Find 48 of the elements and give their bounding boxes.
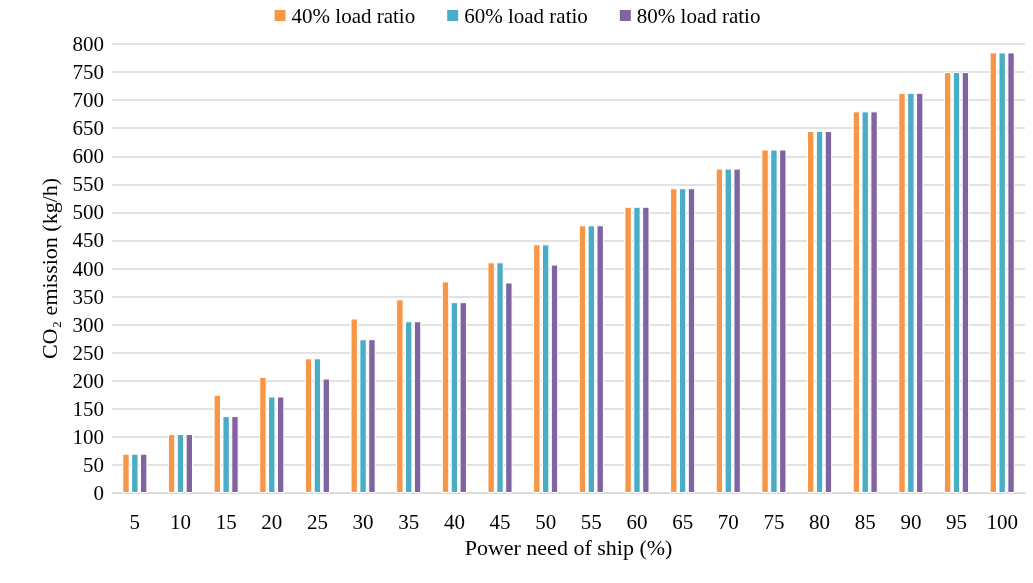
y-tick-label: 800 <box>72 32 104 56</box>
x-tick-label: 40 <box>443 509 465 534</box>
x-tick-label: 5 <box>129 509 141 534</box>
y-tick-label: 250 <box>72 340 104 365</box>
bar <box>824 130 833 493</box>
x-tick-label: 95 <box>946 509 968 534</box>
bar <box>167 434 176 493</box>
y-tick-label: 450 <box>72 228 104 253</box>
bar <box>961 72 970 493</box>
x-tick-label: 10 <box>169 509 191 534</box>
x-tick-label: 70 <box>717 509 739 534</box>
x-tick-label: 50 <box>535 509 557 534</box>
legend-label: 40% load ratio <box>291 3 416 28</box>
y-tick-label: 0 <box>93 481 104 505</box>
x-tick-label: 35 <box>398 509 420 534</box>
y-tick-label: 650 <box>72 116 104 141</box>
y-tick-label: 750 <box>72 60 104 85</box>
bar <box>441 281 450 493</box>
x-tick-label: 65 <box>672 509 694 534</box>
y-tick-label: 600 <box>72 144 104 169</box>
y-tick-label: 550 <box>72 172 104 197</box>
bar <box>304 358 313 493</box>
x-tick-label: 80 <box>809 509 831 534</box>
y-tick-label: 200 <box>72 368 104 393</box>
y-tick-label: 500 <box>72 200 104 225</box>
x-tick-label: 100 <box>986 509 1018 534</box>
y-tick-label: 50 <box>83 452 104 477</box>
legend-label: 80% load ratio <box>636 3 761 28</box>
y-tick-label: 400 <box>72 256 104 281</box>
x-tick-label: 55 <box>580 509 602 534</box>
y-tick-label: 100 <box>72 424 104 449</box>
y-tick-label: 150 <box>72 396 104 421</box>
legend-label: 60% load ratio <box>464 3 588 28</box>
bar <box>687 188 696 493</box>
x-tick-label: 90 <box>900 509 922 534</box>
y-axis-title: CO₂ emission (kg/h) <box>36 177 62 360</box>
x-tick-label: 60 <box>626 509 648 534</box>
y-tick-label: 700 <box>72 88 104 113</box>
y-tick-label: 350 <box>72 284 104 309</box>
x-tick-label: 30 <box>352 509 374 534</box>
y-tick-label: 300 <box>72 312 104 337</box>
x-axis-title: Power need of ship (%) <box>464 535 673 561</box>
x-tick-label: 85 <box>854 509 876 534</box>
x-tick-label: 45 <box>489 509 511 534</box>
x-tick-label: 15 <box>215 509 237 534</box>
x-tick-label: 20 <box>261 509 283 534</box>
x-tick-label: 25 <box>306 509 328 534</box>
x-tick-label: 75 <box>763 509 785 534</box>
